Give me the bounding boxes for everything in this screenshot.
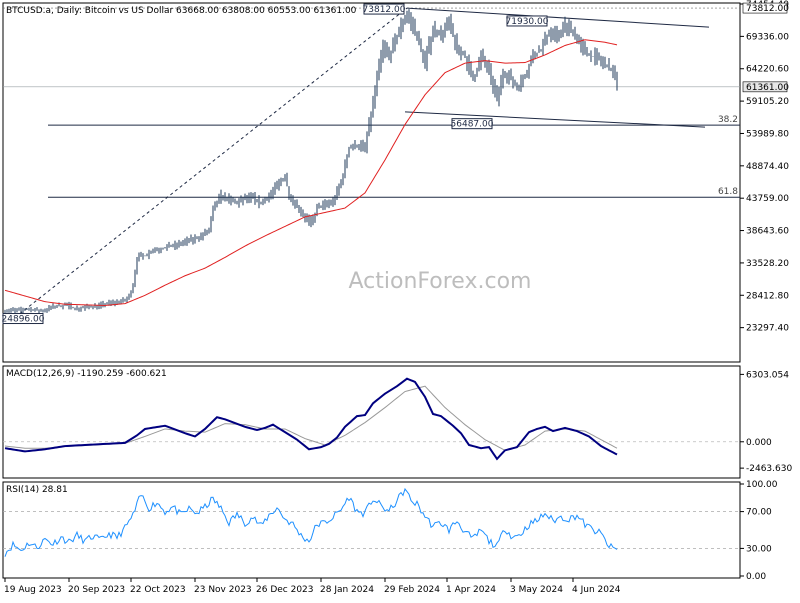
price-annotation-box (506, 15, 548, 27)
price-annotation-label: 24896.00 (2, 315, 45, 325)
moving-average-line (4, 39, 618, 306)
rsi-series (4, 487, 618, 557)
trendline-channel-lower (404, 111, 706, 128)
x-tick-label: 29 Feb 2024 (384, 585, 440, 595)
macd-title: MACD(12,26,9) -1190.259 -600.621 (6, 369, 167, 379)
price-annotation-label: 73812.00 (363, 5, 406, 15)
price-annotation-box (451, 118, 493, 130)
rsi-y-tick-label: 70.00 (746, 508, 772, 518)
price-annotation-box (363, 3, 405, 15)
x-tick-label: 1 Apr 2024 (446, 585, 496, 595)
x-tick-label: 19 Aug 2023 (4, 585, 62, 595)
x-tick-label: 26 Dec 2023 (256, 585, 314, 595)
fib-level-label: 38.2 (718, 115, 738, 125)
price-layer: 38.2 61.8 73812.00 71930.00 56487.00 24896.00 (2, 3, 740, 325)
x-tick-label: 4 Jun 2024 (572, 585, 621, 595)
y-tick-label: 28412.80 (746, 291, 789, 301)
rsi-y-tick-label: 30.00 (746, 544, 772, 554)
trendline-fib-base (14, 7, 408, 318)
x-tick-label: 3 May 2024 (510, 585, 563, 595)
macd-series-macd (4, 377, 618, 461)
rsi-y-tick-label: 100.00 (746, 480, 778, 490)
price-bars (4, 9, 618, 314)
y-tick-label: 33528.20 (746, 259, 789, 269)
x-tick-label: 28 Jan 2024 (320, 585, 374, 595)
y-tick-label: 64220.60 (746, 65, 789, 75)
y-tick-label: 43759.00 (746, 194, 789, 204)
macd-pane-frame (2, 365, 741, 479)
x-tick-label: 23 Nov 2023 (194, 585, 252, 595)
trendline-channel-upper (406, 7, 710, 28)
price-badge-label: 73812.00 (746, 4, 789, 14)
y-tick-label: 48874.40 (746, 162, 789, 172)
y-tick-label: 53989.80 (746, 129, 789, 139)
macd-y-tick-label: 0.000 (746, 438, 772, 448)
axis-layer: 74454.4069336.0064220.6059105.2053989.80… (4, 0, 792, 595)
x-tick-label: 20 Sep 2023 (68, 585, 125, 595)
macd-y-tick-label: 6303.054 (746, 370, 789, 380)
macd-y-tick-label: -2463.630 (746, 464, 792, 474)
price-annotation-label: 71930.00 (506, 17, 549, 27)
rsi-title: RSI(14) 28.81 (6, 485, 68, 495)
price-annotation-box (2, 313, 44, 325)
macd-layer (3, 377, 740, 461)
rsi-layer (3, 487, 740, 557)
y-tick-label: 38643.60 (746, 227, 789, 237)
rsi-y-tick-label: 0.00 (746, 572, 766, 582)
fib-level-label: 61.8 (718, 187, 738, 197)
price-badge (742, 81, 788, 93)
y-tick-label: 69336.00 (746, 32, 789, 42)
y-tick-label: 59105.20 (746, 97, 789, 107)
rsi-pane-frame (2, 481, 741, 579)
y-tick-label: 23297.40 (746, 324, 789, 334)
price-badge-label: 61361.00 (746, 83, 789, 93)
chart-title: BTCUSD.a, Daily: Bitcoin vs US Dollar 63… (6, 6, 357, 16)
price-annotation-label: 56487.00 (451, 120, 494, 130)
x-tick-label: 22 Oct 2023 (130, 585, 186, 595)
watermark: ActionForex.com (349, 269, 532, 294)
price-badge (742, 2, 788, 14)
